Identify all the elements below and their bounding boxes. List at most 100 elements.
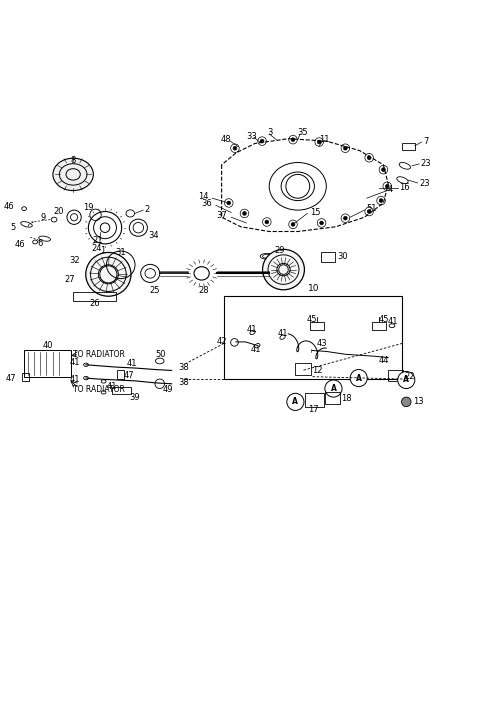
- Bar: [325, 392, 340, 404]
- Text: 44: 44: [379, 356, 389, 364]
- Bar: [401, 143, 415, 150]
- Text: 17: 17: [308, 405, 319, 413]
- Bar: [305, 393, 324, 407]
- Text: 6: 6: [37, 239, 43, 248]
- Text: 41: 41: [277, 329, 288, 338]
- Text: A: A: [356, 374, 361, 382]
- Text: 8: 8: [71, 156, 76, 165]
- Text: 24: 24: [91, 243, 102, 253]
- Text: 31: 31: [115, 248, 126, 258]
- Text: 41: 41: [107, 382, 117, 391]
- Bar: [224, 296, 402, 379]
- Text: A: A: [403, 376, 409, 384]
- Text: 16: 16: [399, 183, 410, 192]
- Text: 15: 15: [310, 208, 320, 217]
- Text: 47: 47: [124, 371, 135, 379]
- Text: 45: 45: [378, 315, 389, 324]
- Circle shape: [350, 369, 367, 387]
- Text: 47: 47: [5, 374, 16, 382]
- Text: 41: 41: [69, 358, 80, 367]
- Bar: [117, 371, 124, 379]
- Text: 25: 25: [150, 286, 160, 294]
- Text: 41: 41: [69, 374, 80, 384]
- Text: TO RADIATOR: TO RADIATOR: [73, 385, 125, 395]
- Text: 42: 42: [217, 338, 228, 346]
- Text: 29: 29: [274, 246, 285, 255]
- Circle shape: [291, 138, 295, 142]
- Text: 36: 36: [201, 199, 212, 208]
- Text: 39: 39: [129, 392, 140, 402]
- Text: 50: 50: [156, 350, 166, 359]
- Circle shape: [385, 184, 389, 188]
- Text: 23: 23: [420, 159, 431, 168]
- Text: 45: 45: [307, 315, 317, 324]
- Circle shape: [242, 212, 246, 215]
- Text: 18: 18: [341, 394, 351, 402]
- Text: 37: 37: [216, 211, 228, 220]
- Text: 41: 41: [246, 325, 257, 333]
- Bar: [388, 369, 403, 382]
- Text: 41: 41: [126, 359, 137, 369]
- Text: 41: 41: [251, 345, 261, 354]
- Text: 11: 11: [319, 135, 330, 144]
- Circle shape: [233, 146, 237, 150]
- Bar: [24, 351, 71, 377]
- Text: 46: 46: [15, 240, 25, 249]
- Text: 23: 23: [419, 179, 430, 189]
- Text: 40: 40: [42, 341, 53, 350]
- Bar: [22, 373, 29, 382]
- Circle shape: [227, 201, 231, 205]
- Circle shape: [367, 210, 371, 213]
- Text: 35: 35: [297, 128, 308, 137]
- Text: 9: 9: [40, 212, 46, 222]
- Circle shape: [317, 140, 321, 144]
- Text: 14: 14: [198, 192, 208, 202]
- Text: 38: 38: [179, 378, 190, 387]
- Circle shape: [344, 146, 347, 150]
- Bar: [321, 252, 335, 263]
- Text: 19: 19: [83, 203, 94, 212]
- Circle shape: [379, 199, 383, 202]
- Circle shape: [320, 221, 324, 225]
- Text: 3: 3: [267, 128, 273, 138]
- Text: TO RADIATOR: TO RADIATOR: [73, 350, 125, 359]
- Bar: [295, 364, 311, 375]
- Text: 51: 51: [367, 204, 377, 213]
- Text: 30: 30: [337, 252, 348, 261]
- Text: 49: 49: [162, 385, 173, 395]
- Text: 38: 38: [179, 363, 190, 372]
- Bar: [310, 322, 324, 330]
- Bar: [112, 387, 131, 395]
- Polygon shape: [222, 139, 388, 232]
- Text: 27: 27: [64, 274, 75, 284]
- Circle shape: [265, 220, 269, 224]
- Text: 10: 10: [308, 284, 319, 293]
- Text: A: A: [292, 397, 299, 406]
- Circle shape: [325, 380, 342, 397]
- Text: 13: 13: [413, 397, 423, 406]
- Circle shape: [287, 393, 304, 410]
- Text: 7: 7: [423, 137, 428, 145]
- Text: 48: 48: [221, 135, 232, 144]
- Circle shape: [367, 156, 371, 160]
- Text: 46: 46: [4, 202, 14, 211]
- Text: 2: 2: [144, 205, 150, 214]
- Text: 20: 20: [53, 207, 64, 216]
- Text: 22: 22: [405, 372, 415, 381]
- Text: 33: 33: [246, 132, 257, 141]
- Text: 12: 12: [312, 366, 323, 375]
- Bar: [372, 322, 386, 330]
- Circle shape: [344, 216, 347, 220]
- Circle shape: [382, 168, 385, 171]
- Text: 43: 43: [317, 339, 327, 348]
- Text: 41: 41: [388, 318, 398, 326]
- Circle shape: [401, 397, 411, 407]
- Text: 4: 4: [387, 185, 393, 194]
- Text: 5: 5: [11, 223, 16, 233]
- Bar: [73, 292, 116, 300]
- Text: 26: 26: [89, 300, 100, 308]
- Text: A: A: [331, 384, 336, 393]
- Text: 32: 32: [69, 256, 80, 264]
- Ellipse shape: [86, 253, 131, 296]
- Text: 34: 34: [148, 231, 158, 240]
